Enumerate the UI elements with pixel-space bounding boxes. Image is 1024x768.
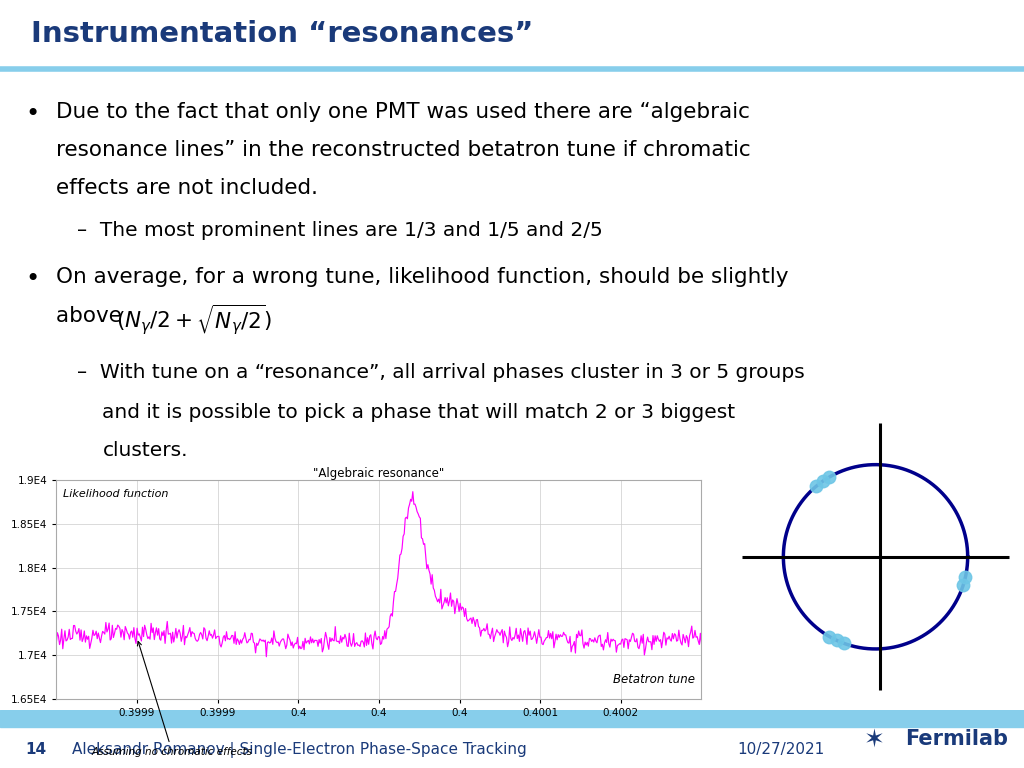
- Text: Aleksandr Romanov | Single-Electron Phase-Space Tracking: Aleksandr Romanov | Single-Electron Phas…: [72, 742, 526, 757]
- Text: and it is possible to pick a phase that will match 2 or 3 biggest: and it is possible to pick a phase that …: [102, 403, 735, 422]
- Text: •: •: [26, 101, 40, 126]
- Text: effects are not included.: effects are not included.: [56, 178, 318, 198]
- Text: Likelihood function: Likelihood function: [62, 488, 168, 498]
- Text: –  With tune on a “resonance”, all arrival phases cluster in 3 or 5 groups: – With tune on a “resonance”, all arriva…: [77, 363, 805, 382]
- Text: Fermilab: Fermilab: [905, 729, 1008, 750]
- Text: •: •: [26, 267, 40, 291]
- Text: Assuming no chromatic effects: Assuming no chromatic effects: [92, 641, 253, 757]
- Bar: [0, 710, 1024, 727]
- Text: clusters.: clusters.: [102, 442, 187, 460]
- Text: Instrumentation “resonances”: Instrumentation “resonances”: [31, 21, 534, 48]
- Text: Betatron tune: Betatron tune: [613, 673, 695, 686]
- Text: ✶: ✶: [864, 727, 885, 751]
- Text: above: above: [56, 306, 129, 326]
- Text: $(N_\gamma/2 + \sqrt{N_\gamma/2})$: $(N_\gamma/2 + \sqrt{N_\gamma/2})$: [116, 303, 271, 338]
- Text: Due to the fact that only one PMT was used there are “algebraic: Due to the fact that only one PMT was us…: [56, 101, 751, 121]
- Text: 10/27/2021: 10/27/2021: [737, 742, 824, 757]
- Title: "Algebraic resonance": "Algebraic resonance": [313, 467, 444, 480]
- Text: On average, for a wrong tune, likelihood function, should be slightly: On average, for a wrong tune, likelihood…: [56, 267, 788, 287]
- Text: resonance lines” in the reconstructed betatron tune if chromatic: resonance lines” in the reconstructed be…: [56, 140, 751, 160]
- Text: –  The most prominent lines are 1/3 and 1/5 and 2/5: – The most prominent lines are 1/3 and 1…: [77, 221, 602, 240]
- Text: 14: 14: [26, 742, 47, 757]
